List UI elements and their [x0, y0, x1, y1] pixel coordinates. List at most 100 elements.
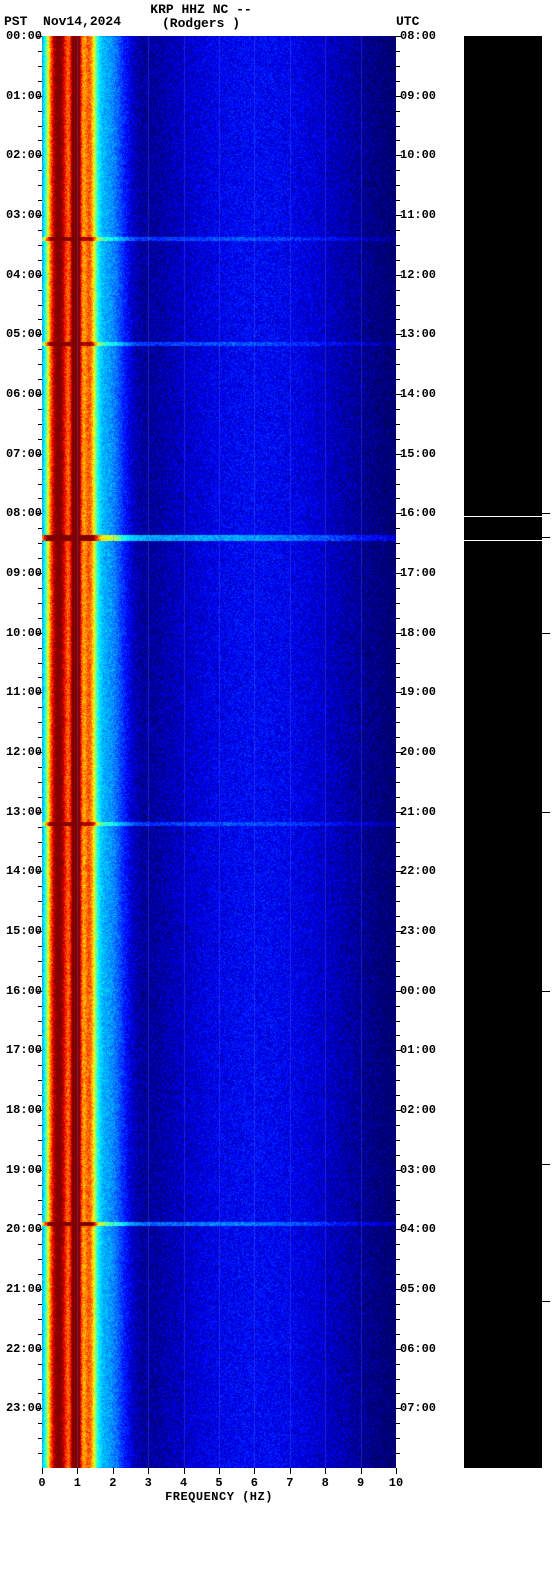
tick-mark — [396, 290, 400, 291]
tick-mark — [38, 1155, 42, 1156]
tick-mark — [396, 439, 400, 440]
tick-mark — [396, 1379, 400, 1380]
tick-mark — [36, 1408, 42, 1409]
tick-mark — [38, 1364, 42, 1365]
tick-mark — [38, 946, 42, 947]
tick-mark — [396, 663, 400, 664]
tick-mark — [38, 185, 42, 186]
tick-mark — [396, 976, 400, 977]
sidebar-tick-mark — [542, 513, 550, 514]
tick-mark — [36, 633, 42, 634]
tick-mark — [38, 230, 42, 231]
tick-mark — [38, 1095, 42, 1096]
tick-mark — [36, 513, 42, 514]
tick-mark — [396, 842, 400, 843]
xaxis-tick-label: 5 — [209, 1476, 229, 1490]
sidebar-event-mark — [464, 540, 542, 541]
tick-mark — [396, 36, 402, 37]
tick-mark — [396, 1408, 402, 1409]
tick-mark — [38, 439, 42, 440]
tick-mark — [38, 722, 42, 723]
tick-mark — [38, 1185, 42, 1186]
tick-mark — [36, 96, 42, 97]
tick-mark — [396, 230, 400, 231]
tick-mark — [396, 498, 400, 499]
xaxis-tick-label: 6 — [244, 1476, 264, 1490]
tick-mark — [396, 1334, 400, 1335]
yaxis-right-label: 23:00 — [400, 924, 460, 938]
tick-mark — [396, 856, 400, 857]
tick-mark — [396, 827, 400, 828]
tick-mark — [396, 916, 400, 917]
tick-mark — [396, 722, 400, 723]
tick-mark — [38, 663, 42, 664]
tick-mark — [38, 1125, 42, 1126]
tick-mark — [38, 424, 42, 425]
tick-mark — [38, 1319, 42, 1320]
yaxis-right-label: 03:00 — [400, 1163, 460, 1177]
tick-mark — [396, 81, 400, 82]
yaxis-right-label: 17:00 — [400, 566, 460, 580]
tick-mark — [396, 1035, 400, 1036]
yaxis-right-label: 18:00 — [400, 626, 460, 640]
xaxis-tick-label: 4 — [174, 1476, 194, 1490]
tick-mark — [396, 1110, 402, 1111]
tick-mark — [38, 1200, 42, 1201]
tick-mark — [36, 1289, 42, 1290]
tick-mark — [36, 931, 42, 932]
tick-mark — [38, 886, 42, 887]
tick-mark — [396, 379, 400, 380]
tick-mark — [38, 901, 42, 902]
tick-mark — [396, 469, 400, 470]
tick-mark — [396, 319, 400, 320]
tick-mark — [38, 1438, 42, 1439]
xaxis-tick-label: 1 — [67, 1476, 87, 1490]
xaxis-label: FREQUENCY (HZ) — [42, 1490, 396, 1504]
sidebar-tick-mark — [542, 537, 550, 538]
tick-mark — [38, 856, 42, 857]
tick-mark — [36, 871, 42, 872]
tick-mark — [219, 1468, 220, 1474]
tick-mark — [396, 409, 400, 410]
tick-mark — [36, 1229, 42, 1230]
tick-mark — [38, 1244, 42, 1245]
tick-mark — [38, 1214, 42, 1215]
sidebar-tick-mark — [542, 991, 550, 992]
tick-mark — [396, 454, 402, 455]
tick-mark — [36, 1050, 42, 1051]
tick-mark — [396, 140, 400, 141]
xaxis-tick-label: 9 — [351, 1476, 371, 1490]
tick-mark — [38, 111, 42, 112]
yaxis-right-label: 21:00 — [400, 805, 460, 819]
tick-mark — [396, 424, 400, 425]
tick-mark — [38, 782, 42, 783]
tick-mark — [396, 66, 400, 67]
sidebar-tick-mark — [542, 812, 550, 813]
yaxis-right-label: 06:00 — [400, 1342, 460, 1356]
tick-mark — [36, 1170, 42, 1171]
tick-mark — [396, 782, 400, 783]
tick-mark — [396, 170, 400, 171]
station-line1: KRP HHZ NC -- — [0, 2, 402, 17]
tick-mark — [38, 1274, 42, 1275]
tick-mark — [396, 588, 400, 589]
tick-mark — [38, 305, 42, 306]
tick-mark — [396, 1155, 400, 1156]
tick-mark — [396, 991, 402, 992]
tick-mark — [396, 126, 400, 127]
yaxis-right-label: 12:00 — [400, 268, 460, 282]
tick-mark — [38, 140, 42, 141]
tick-mark — [396, 1468, 397, 1474]
tick-mark — [148, 1468, 149, 1474]
tick-mark — [38, 469, 42, 470]
tick-mark — [396, 394, 402, 395]
tick-mark — [38, 916, 42, 917]
tick-mark — [396, 812, 402, 813]
tick-mark — [396, 1200, 400, 1201]
tick-mark — [36, 275, 42, 276]
spectrogram-plot — [42, 36, 396, 1468]
tick-mark — [396, 767, 400, 768]
yaxis-right-label: 08:00 — [400, 29, 460, 43]
yaxis-right-label: 00:00 — [400, 984, 460, 998]
sidebar-tick-mark — [542, 1301, 550, 1302]
